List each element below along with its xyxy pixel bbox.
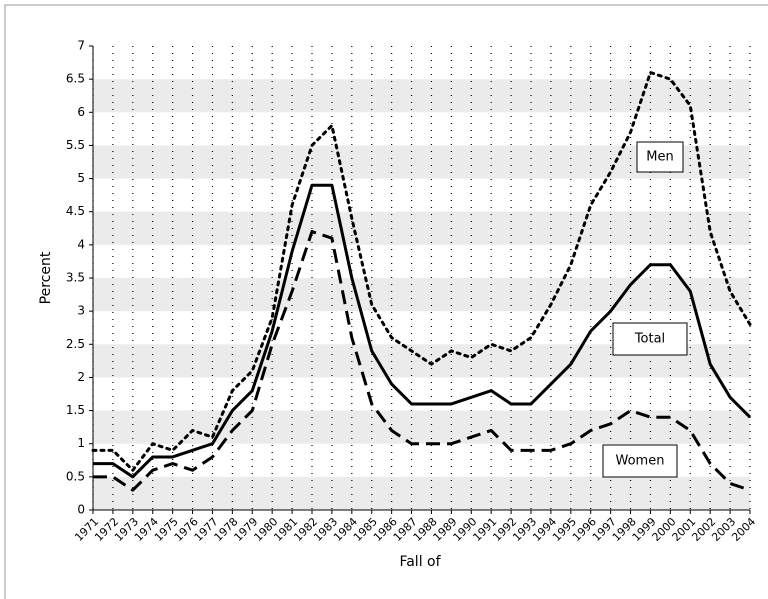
y-tick-label: 5 (77, 171, 85, 185)
y-tick-label: 3 (77, 304, 85, 318)
y-tick-label: 1.5 (66, 403, 85, 417)
y-tick-label: 2.5 (66, 337, 85, 351)
legend-label: Men (646, 150, 673, 165)
legend-label: Total (634, 332, 665, 347)
y-tick-label: 6.5 (66, 72, 85, 86)
series-line (91, 71, 752, 472)
y-tick-label: 6 (77, 105, 85, 119)
legend-box (636, 141, 684, 173)
x-axis-title: Fall of (399, 554, 441, 570)
grid-band (93, 79, 750, 113)
y-tick-label: 2 (77, 370, 85, 384)
legend-box (612, 322, 688, 356)
y-tick-label: 7 (77, 39, 85, 53)
grid-band (93, 211, 750, 245)
grid-band (93, 278, 750, 312)
grid-band (93, 476, 750, 510)
y-tick-label: 1 (77, 436, 85, 450)
grid-band (93, 410, 750, 444)
series-line (93, 183, 752, 479)
y-tick-label: 4 (77, 237, 85, 251)
x-tick-label: 2004 (729, 515, 758, 544)
y-axis-title: Percent (38, 251, 54, 304)
y-tick-label: 4.5 (66, 204, 85, 218)
legend-box (602, 444, 678, 478)
legend-label: Women (616, 454, 665, 469)
y-tick-label: 0 (77, 503, 85, 517)
y-tick-label: 0.5 (66, 469, 85, 483)
series-line (93, 230, 751, 492)
frame (4, 4, 768, 599)
y-tick-label: 3.5 (66, 271, 85, 285)
y-tick-label: 5.5 (66, 138, 85, 152)
